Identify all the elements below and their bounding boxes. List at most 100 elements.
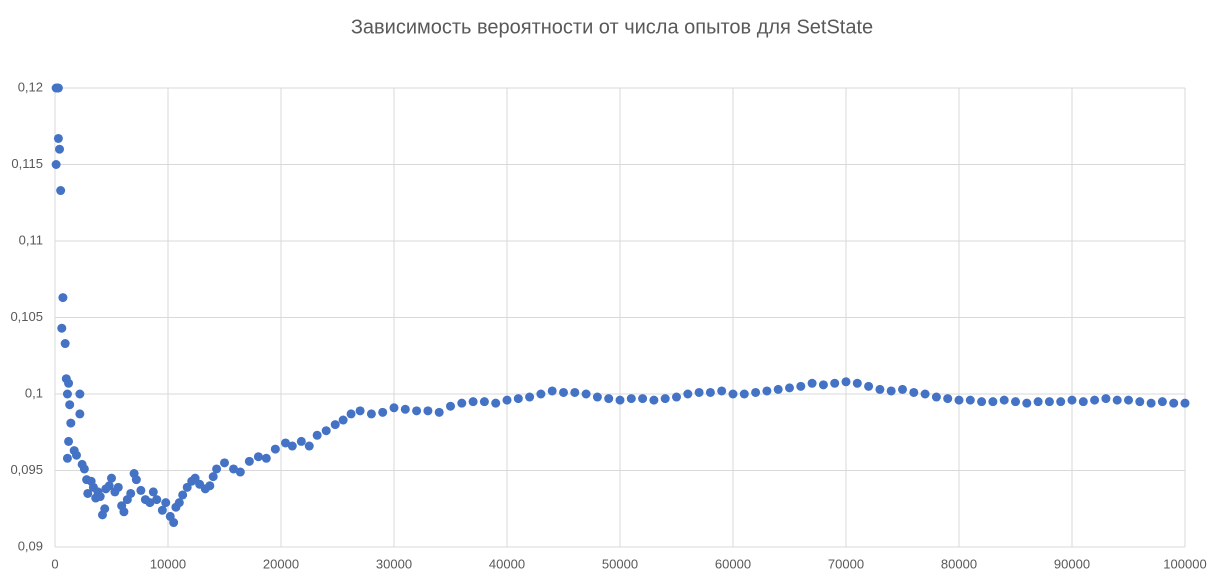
point [1033, 397, 1043, 407]
point [581, 389, 591, 399]
point [287, 441, 297, 451]
point [751, 387, 761, 397]
y-tick-label: 0,095 [10, 462, 43, 477]
point [1124, 395, 1133, 405]
point [931, 392, 941, 402]
point [107, 473, 116, 483]
point [1067, 395, 1077, 405]
point [178, 490, 188, 500]
point [152, 495, 162, 505]
point [446, 401, 455, 411]
point [1056, 397, 1066, 407]
point [1011, 397, 1020, 407]
point [457, 398, 467, 408]
y-tick-label: 0,105 [10, 309, 43, 324]
x-tick-label: 80000 [941, 556, 977, 571]
point [988, 397, 998, 407]
point [1180, 398, 1190, 408]
point [366, 409, 376, 419]
point [999, 395, 1009, 405]
chart-title: Зависимость вероятности от числа опытов … [351, 16, 873, 38]
point [615, 395, 625, 405]
point [56, 186, 66, 196]
point [570, 387, 580, 397]
point [126, 488, 136, 498]
point [468, 397, 478, 407]
point [728, 389, 738, 399]
point [53, 133, 63, 143]
point [79, 464, 89, 474]
point [296, 436, 306, 446]
point [330, 420, 340, 430]
point [253, 452, 263, 462]
point [1169, 398, 1179, 408]
point [694, 387, 704, 397]
point [157, 505, 167, 515]
point [1101, 394, 1111, 404]
y-tick-label: 0,09 [18, 538, 43, 553]
x-tick-label: 30000 [376, 556, 412, 571]
point [864, 381, 874, 391]
point [1112, 395, 1122, 405]
point [762, 386, 772, 396]
point [169, 518, 179, 528]
point [161, 498, 171, 508]
point [235, 467, 245, 477]
point [683, 389, 693, 399]
point [649, 395, 659, 405]
point [807, 378, 817, 388]
point [58, 293, 68, 303]
point [53, 83, 63, 93]
point [1146, 398, 1156, 408]
point [412, 406, 422, 416]
point [1022, 398, 1032, 408]
x-tick-label: 40000 [489, 556, 525, 571]
point [965, 395, 975, 405]
x-tick-label: 50000 [602, 556, 638, 571]
x-tick-label: 70000 [828, 556, 864, 571]
point [638, 394, 648, 404]
point [312, 430, 322, 440]
point [64, 436, 74, 446]
point [71, 450, 81, 460]
point [220, 458, 229, 468]
point [131, 475, 141, 485]
point [1157, 397, 1167, 407]
point [954, 395, 964, 405]
point [875, 384, 885, 394]
point [338, 415, 348, 425]
point [100, 504, 110, 514]
x-tick-label: 90000 [1054, 556, 1090, 571]
point [773, 384, 783, 394]
point [65, 400, 75, 410]
x-tick-label: 0 [51, 556, 58, 571]
point [244, 456, 254, 466]
point [212, 464, 222, 474]
point [785, 383, 794, 393]
point [60, 339, 70, 349]
x-tick-label: 60000 [715, 556, 751, 571]
y-tick-label: 0,115 [11, 156, 43, 171]
point [977, 397, 987, 407]
point [818, 380, 828, 390]
point [148, 487, 158, 497]
point [717, 386, 727, 396]
point [57, 323, 67, 333]
y-tick-label: 0,12 [18, 79, 43, 94]
point [1078, 397, 1088, 407]
point [796, 381, 806, 391]
point [502, 395, 512, 405]
point [1044, 397, 1054, 407]
point [400, 404, 410, 414]
point [75, 389, 85, 399]
point [434, 407, 444, 417]
point [1135, 397, 1145, 407]
point [604, 394, 614, 404]
x-tick-label: 10000 [150, 556, 186, 571]
point [852, 378, 862, 388]
point [104, 481, 114, 491]
point [208, 472, 218, 482]
point [672, 392, 681, 402]
point [525, 392, 535, 402]
